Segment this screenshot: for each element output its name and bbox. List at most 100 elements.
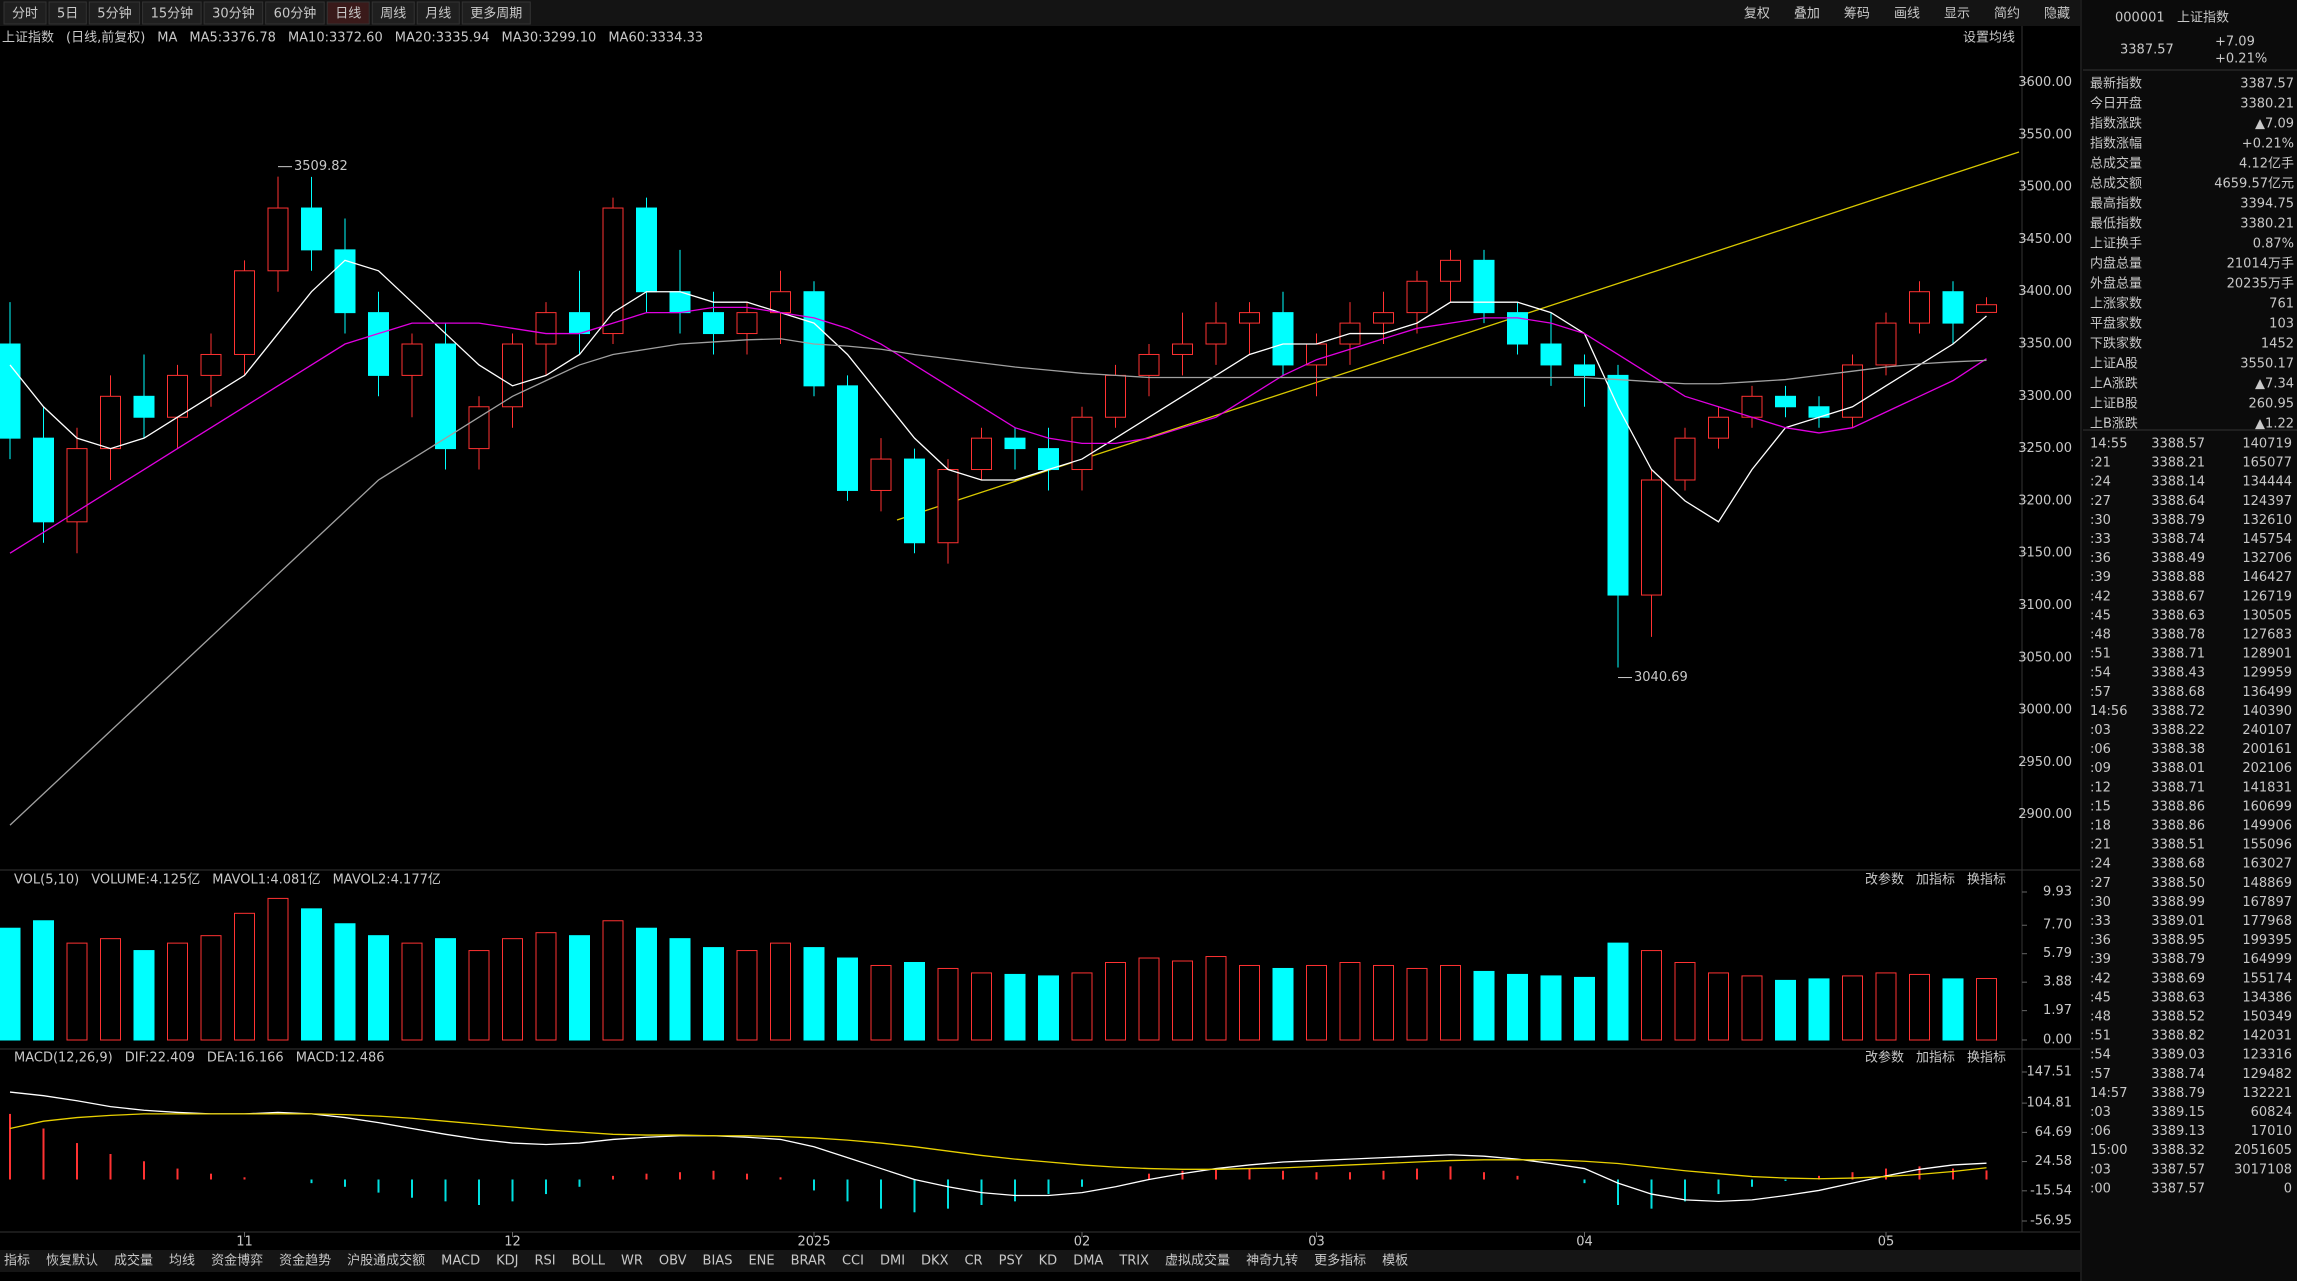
period-label[interactable]: 周线 [380, 7, 406, 22]
tick-price: 3388.14 [2151, 475, 2205, 490]
indicator-tab[interactable]: 成交量 [114, 1253, 153, 1269]
period-label[interactable]: 15分钟 [151, 6, 194, 22]
annotation: 3509.82 [294, 159, 348, 174]
period-label[interactable]: 5日 [57, 7, 78, 22]
period-label[interactable]: 分时 [12, 7, 38, 22]
x-tick-label: 11 [236, 1235, 253, 1250]
indicator-tab[interactable]: 沪股通成交额 [347, 1253, 425, 1269]
indicator-tab[interactable]: BRAR [791, 1254, 826, 1269]
indicator-tab[interactable]: DMA [1073, 1254, 1103, 1269]
panel-button[interactable]: 加指标 [1916, 1051, 1955, 1066]
tick-volume: 145754 [2242, 532, 2292, 547]
indicator-tab[interactable]: 资金博弈 [211, 1253, 263, 1269]
volume-bar [1373, 964, 1394, 1041]
indicator-tab[interactable]: 更多指标 [1314, 1253, 1366, 1269]
quote-value: 761 [2269, 297, 2294, 312]
indicator-tab[interactable]: BIAS [703, 1254, 733, 1269]
tool-label[interactable]: 画线 [1894, 7, 1920, 22]
period-button[interactable] [371, 1, 415, 25]
quote-label: 上涨家数 [2090, 296, 2142, 312]
volume-bar [1875, 972, 1897, 1041]
indicator-tab[interactable]: BOLL [572, 1254, 606, 1269]
indicator-tab[interactable]: RSI [534, 1254, 555, 1269]
period-label[interactable]: 5分钟 [97, 6, 131, 22]
y-tick-label: 3550.00 [2018, 127, 2072, 142]
x-tick-label: 2025 [797, 1235, 830, 1250]
tick-volume: 150349 [2242, 1010, 2292, 1025]
panel-button[interactable]: 换指标 [1967, 873, 2006, 888]
volume-bar [1172, 960, 1193, 1041]
period-button[interactable] [88, 1, 141, 25]
tick-volume: 128901 [2242, 647, 2292, 662]
period-button[interactable] [416, 1, 460, 25]
tool-label[interactable]: 简约 [1994, 6, 2020, 22]
tool-label[interactable]: 隐藏 [2044, 7, 2070, 22]
tab-bar-bg [0, 1250, 2080, 1272]
y-tick-label: 3200.00 [2018, 493, 2072, 508]
indicator-tab[interactable]: PSY [999, 1254, 1023, 1269]
panel-button[interactable]: 改参数 [1865, 872, 1904, 888]
tick-time: 14:57 [2090, 1086, 2127, 1101]
indicator-tab[interactable]: ENE [748, 1254, 774, 1269]
tool-label[interactable]: 显示 [1944, 7, 1970, 22]
indicator-tab[interactable]: CCI [842, 1254, 864, 1269]
indicator-tab[interactable]: 虚拟成交量 [1165, 1253, 1230, 1269]
tool-label[interactable]: 复权 [1744, 6, 1770, 22]
indicator-tab[interactable]: 恢复默认 [46, 1253, 98, 1269]
candle-body [502, 343, 523, 408]
period-button[interactable] [265, 1, 325, 25]
indicator-tab[interactable]: 模板 [1382, 1254, 1408, 1269]
indicator-tab[interactable]: DMI [880, 1254, 905, 1269]
volume-bar [1607, 942, 1629, 1041]
quote-value: 3387.57 [2240, 77, 2294, 92]
period-label[interactable]: 30分钟 [212, 6, 255, 22]
period-label[interactable]: 日线 [335, 7, 361, 22]
ma-setting[interactable]: 设置均线 [1963, 31, 2015, 46]
indicator-tab[interactable]: CR [964, 1254, 982, 1269]
panel-button[interactable]: 换指标 [1967, 1051, 2006, 1066]
panel-button[interactable]: 改参数 [1865, 1050, 1904, 1066]
candle-body [1306, 343, 1327, 366]
indicator-tab[interactable]: KDJ [496, 1254, 518, 1269]
indicator-tab[interactable]: KD [1039, 1254, 1058, 1269]
period-button[interactable] [326, 1, 370, 25]
candle-body [1272, 312, 1294, 366]
indicator-tab[interactable]: 资金趋势 [279, 1253, 331, 1269]
tick-volume: 0 [2284, 1181, 2292, 1196]
indicator-tab[interactable]: 指标 [4, 1254, 30, 1269]
indicator-tab[interactable]: MACD [441, 1254, 480, 1269]
tick-time: :36 [2090, 933, 2111, 948]
period-button[interactable] [3, 1, 47, 25]
tick-volume: 132706 [2242, 551, 2292, 566]
indicator-tab[interactable]: OBV [659, 1254, 687, 1269]
candle-body [468, 406, 490, 450]
tick-volume: 141831 [2242, 780, 2292, 795]
tool-label[interactable]: 叠加 [1794, 7, 1820, 22]
period-button[interactable] [461, 1, 531, 25]
period-button[interactable] [48, 1, 87, 25]
quote-label: 指数涨跌 [2090, 116, 2142, 132]
period-label[interactable]: 月线 [425, 7, 451, 22]
period-button[interactable] [142, 1, 202, 25]
tool-label[interactable]: 筹码 [1844, 6, 1870, 22]
volume-bar [1942, 978, 1964, 1041]
tick-price: 3388.79 [2151, 952, 2205, 967]
period-label[interactable]: 60分钟 [274, 6, 317, 22]
indicator-tab[interactable]: 均线 [169, 1254, 195, 1269]
quote-value: 4659.57亿元 [2214, 177, 2294, 192]
legend-entry: MA20:3335.94 [395, 31, 490, 46]
indicator-tab[interactable]: 神奇九转 [1246, 1253, 1298, 1269]
volume-bar [234, 912, 255, 1041]
indicator-tab[interactable]: TRIX [1118, 1254, 1149, 1269]
quote-label: 最高指数 [2090, 196, 2142, 212]
indicator-title: MACD(12,26,9) [14, 1051, 113, 1066]
indicator-tab[interactable]: DKX [921, 1254, 949, 1269]
y-tick-label: 3100.00 [2018, 598, 2072, 613]
y-tick-label: 3.88 [2043, 975, 2072, 990]
tick-price: 3388.82 [2151, 1029, 2205, 1044]
indicator-tab[interactable]: WR [621, 1254, 643, 1269]
candle-body [1909, 291, 1930, 324]
period-button[interactable] [203, 1, 264, 25]
period-label[interactable]: 更多周期 [470, 6, 522, 22]
panel-button[interactable]: 加指标 [1916, 873, 1955, 888]
